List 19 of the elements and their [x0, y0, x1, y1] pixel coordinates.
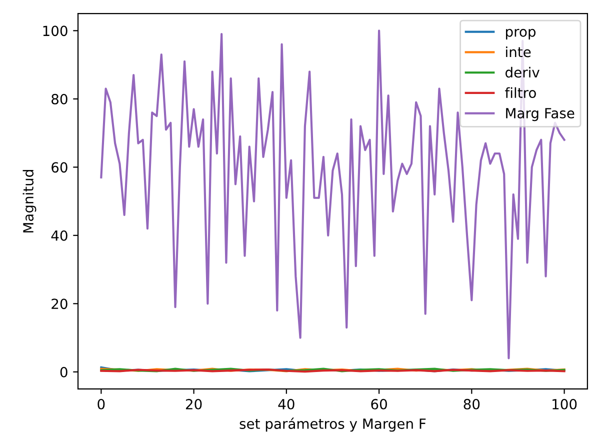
legend-label: inte	[506, 46, 531, 58]
x-tick-label: 40	[278, 398, 294, 410]
x-tick-label: 20	[186, 398, 202, 410]
y-tick-label: 0	[60, 366, 68, 378]
y-tick-label: 80	[52, 94, 68, 104]
y-tick-label: 40	[51, 230, 68, 241]
y-axis-title: Magnitud	[22, 170, 36, 232]
x-axis-title: set parámetros y Margen F	[240, 418, 426, 432]
legend-label: filtro	[505, 87, 536, 98]
x-tick-label: 60	[371, 398, 387, 410]
y-tick-label: 20	[52, 298, 68, 310]
x-tick-label: 0	[98, 398, 105, 410]
y-tick-label: 60	[52, 162, 68, 173]
legend-label: Marg Fase	[506, 108, 574, 122]
x-tick-label: 80	[464, 398, 480, 410]
legend-label: deriv	[506, 66, 540, 78]
legend-label: prop	[506, 28, 536, 40]
x-tick-label: 100	[552, 398, 577, 410]
y-tick-label: 100	[43, 26, 68, 36]
